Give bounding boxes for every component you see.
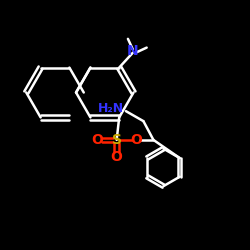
Text: O: O [91,133,103,147]
Text: S: S [112,133,122,147]
Text: O: O [111,150,122,164]
Text: N: N [127,44,139,58]
Text: H₂N: H₂N [98,102,124,115]
Text: O: O [131,133,142,147]
